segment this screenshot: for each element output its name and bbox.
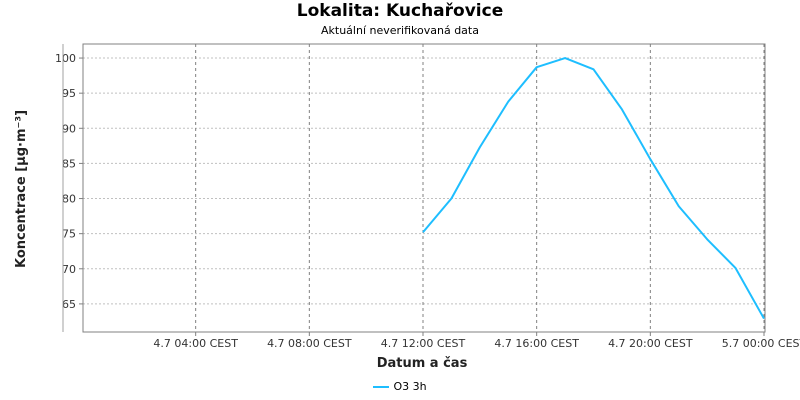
- y-tick-label: 80: [62, 193, 76, 206]
- chart-subtitle: Aktuální neverifikovaná data: [321, 24, 479, 37]
- grid: [83, 44, 765, 332]
- y-tick-label: 100: [55, 52, 76, 65]
- x-tick-label: 4.7 04:00 CEST: [153, 337, 238, 350]
- plot-area: [82, 43, 766, 333]
- y-tick-label: 85: [62, 157, 76, 170]
- legend: O3 3h: [0, 380, 800, 393]
- series-line-o3: [422, 57, 765, 320]
- legend-swatch: [373, 386, 390, 388]
- x-tick-label: 4.7 20:00 CEST: [608, 337, 693, 350]
- x-tick-label: 4.7 12:00 CEST: [381, 337, 466, 350]
- y-tick-label: 70: [62, 263, 76, 276]
- chart-title: Lokalita: Kuchařovice: [296, 1, 504, 21]
- y-axis-label: Koncentrace [µg·m⁻³]: [14, 110, 29, 268]
- x-tick-label: 5.7 00:00 CEST: [722, 337, 800, 350]
- axes: 65 70 75 80 85 90 95 100 4.7 04:00 CEST 4.7 08:00…: [55, 44, 800, 350]
- legend-label: O3 3h: [393, 380, 427, 393]
- series-layer: [422, 57, 765, 320]
- y-tick-label: 65: [62, 298, 76, 311]
- x-tick-label: 4.7 08:00 CEST: [267, 337, 352, 350]
- x-tick-label: 4.7 16:00 CEST: [494, 337, 579, 350]
- y-tick-label: 75: [62, 228, 76, 241]
- x-axis-label: Datum a čas: [377, 356, 468, 371]
- y-tick-label: 95: [62, 87, 76, 100]
- y-tick-label: 90: [62, 122, 76, 135]
